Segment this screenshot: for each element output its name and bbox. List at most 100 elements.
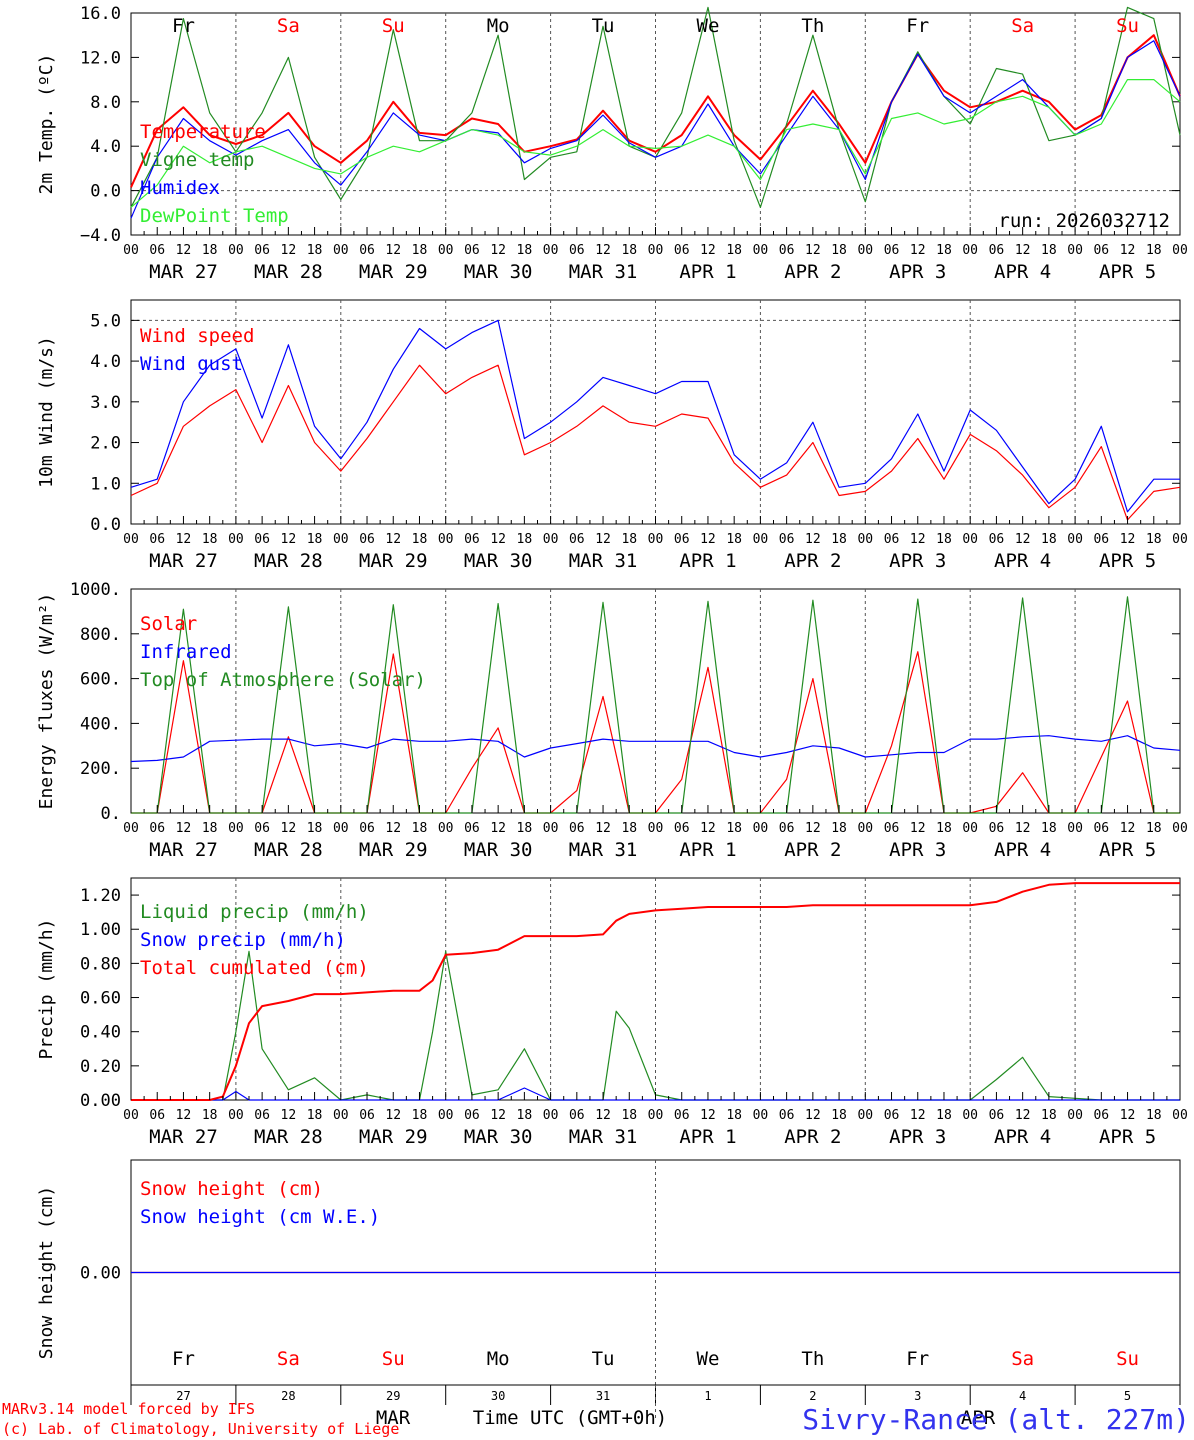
bottom-day-abbr: Th bbox=[801, 1348, 824, 1370]
hour-tick-label: 18 bbox=[936, 532, 952, 547]
hour-tick-label: 18 bbox=[1146, 821, 1162, 836]
hour-tick-label: 06 bbox=[464, 1108, 480, 1123]
legend-entry: Solar bbox=[140, 613, 197, 635]
hour-tick-label: 18 bbox=[831, 1108, 847, 1123]
bottom-day-number: 2 bbox=[809, 1389, 816, 1403]
y-tick-label: 200. bbox=[80, 759, 121, 779]
y-tick-label: 4.0 bbox=[90, 137, 121, 157]
hour-tick-label: 18 bbox=[726, 1108, 742, 1123]
hour-tick-label: 00 bbox=[753, 1108, 769, 1123]
legend-entry: Total cumulated (cm) bbox=[140, 957, 369, 979]
hour-tick-label: 06 bbox=[359, 243, 375, 258]
hour-tick-label: 18 bbox=[726, 532, 742, 547]
y-tick-label: 0.80 bbox=[80, 954, 121, 974]
panel-temp: 16.0 12.0 8.0 4.0 0.0 −4.0 2m Temp. (ºC) Temper… bbox=[36, 4, 1188, 283]
hour-tick-label: 12 bbox=[1120, 243, 1136, 258]
date-label: MAR 27 bbox=[149, 550, 218, 572]
hour-tick-label: 18 bbox=[517, 532, 533, 547]
bottom-day-number: 30 bbox=[491, 1389, 505, 1403]
date-label: MAR 27 bbox=[149, 261, 218, 283]
date-label: APR 1 bbox=[679, 261, 736, 283]
hour-tick-label: 00 bbox=[333, 1108, 349, 1123]
hour-tick-label: 00 bbox=[648, 532, 664, 547]
date-label: APR 5 bbox=[1099, 550, 1156, 572]
hour-tick-label: 18 bbox=[412, 821, 428, 836]
hour-tick-label: 06 bbox=[464, 821, 480, 836]
hour-tick-label: 18 bbox=[831, 821, 847, 836]
hour-tick-label: 12 bbox=[1015, 532, 1031, 547]
hour-tick-label: 06 bbox=[674, 821, 690, 836]
hour-tick-label: 18 bbox=[621, 821, 637, 836]
day-abbr-label: Tu bbox=[592, 15, 615, 37]
hour-tick-label: 12 bbox=[805, 821, 821, 836]
y-tick-label: 2.0 bbox=[90, 434, 121, 454]
hour-tick-label: 18 bbox=[621, 1108, 637, 1123]
bottom-day-abbr: Su bbox=[1116, 1348, 1139, 1370]
hour-tick-label: 12 bbox=[595, 532, 611, 547]
hour-tick-label: 06 bbox=[1093, 821, 1109, 836]
y-tick-label: 3.0 bbox=[90, 393, 121, 413]
hour-tick-label: 06 bbox=[884, 532, 900, 547]
y-tick-label: 0.40 bbox=[80, 1023, 121, 1043]
hour-tick-label: 00 bbox=[123, 821, 139, 836]
hour-tick-label: 18 bbox=[202, 821, 218, 836]
date-label: APR 2 bbox=[784, 550, 841, 572]
hour-tick-label: 12 bbox=[490, 243, 506, 258]
hour-tick-label: 12 bbox=[805, 532, 821, 547]
hour-tick-label: 06 bbox=[149, 532, 165, 547]
day-abbr-label: Su bbox=[1116, 15, 1139, 37]
hour-tick-label: 06 bbox=[989, 1108, 1005, 1123]
date-label: APR 2 bbox=[784, 839, 841, 861]
hour-tick-label: 00 bbox=[1172, 1108, 1188, 1123]
hour-tick-label: 00 bbox=[438, 243, 454, 258]
hour-tick-label: 12 bbox=[1120, 1108, 1136, 1123]
date-label: MAR 28 bbox=[254, 1126, 323, 1148]
day-abbr-label: Sa bbox=[277, 15, 300, 37]
hour-tick-label: 06 bbox=[674, 532, 690, 547]
hour-tick-label: 06 bbox=[989, 821, 1005, 836]
day-abbr-label: Fr bbox=[906, 15, 929, 37]
date-label: APR 4 bbox=[994, 261, 1051, 283]
hour-tick-label: 12 bbox=[176, 821, 192, 836]
hour-tick-label: 06 bbox=[989, 243, 1005, 258]
hour-tick-label: 12 bbox=[490, 532, 506, 547]
panel-snow: 0.00 Snow height (cm) Snow height (cm) Snow… bbox=[36, 1159, 1181, 1386]
hour-tick-label: 12 bbox=[281, 821, 297, 836]
hour-tick-label: 00 bbox=[753, 243, 769, 258]
hour-tick-label: 00 bbox=[962, 821, 978, 836]
hour-tick-label: 00 bbox=[753, 821, 769, 836]
hour-tick-label: 18 bbox=[726, 243, 742, 258]
hour-tick-label: 00 bbox=[1067, 1108, 1083, 1123]
series-line-total-cumulated-cm- bbox=[131, 882, 1180, 1101]
hour-tick-label: 12 bbox=[805, 1108, 821, 1123]
y-tick-label: 400. bbox=[80, 714, 121, 734]
hour-tick-label: 18 bbox=[1041, 1108, 1057, 1123]
date-label: MAR 31 bbox=[569, 261, 638, 283]
hour-tick-label: 06 bbox=[569, 1108, 585, 1123]
hour-tick-label: 00 bbox=[543, 532, 559, 547]
bottom-day-abbr: Fr bbox=[906, 1348, 929, 1370]
hour-tick-label: 00 bbox=[543, 1108, 559, 1123]
date-label: MAR 27 bbox=[149, 839, 218, 861]
hour-tick-label: 00 bbox=[333, 243, 349, 258]
y-tick-label: 0.00 bbox=[80, 1264, 121, 1284]
date-label: APR 5 bbox=[1099, 261, 1156, 283]
hour-tick-label: 18 bbox=[517, 1108, 533, 1123]
y-tick-label: 0.0 bbox=[90, 182, 121, 202]
hour-tick-label: 06 bbox=[674, 243, 690, 258]
day-abbr-label: We bbox=[697, 15, 720, 37]
hour-tick-label: 00 bbox=[543, 243, 559, 258]
hour-tick-label: 12 bbox=[805, 243, 821, 258]
y-axis-label: Energy fluxes (W/m²) bbox=[36, 593, 57, 810]
day-abbr-label: Sa bbox=[1011, 15, 1034, 37]
y-tick-label: 4.0 bbox=[90, 352, 121, 372]
hour-tick-label: 00 bbox=[123, 243, 139, 258]
hour-tick-label: 00 bbox=[962, 1108, 978, 1123]
hour-tick-label: 06 bbox=[569, 532, 585, 547]
panel-wind: 5.0 4.0 3.0 2.0 1.0 0.0 10m Wind (m/s) Wind spe… bbox=[36, 299, 1188, 572]
date-label: APR 5 bbox=[1099, 1126, 1156, 1148]
hour-tick-label: 00 bbox=[1172, 821, 1188, 836]
date-label: APR 3 bbox=[889, 1126, 946, 1148]
bottom-day-number: 3 bbox=[914, 1389, 921, 1403]
hour-tick-label: 06 bbox=[254, 243, 270, 258]
